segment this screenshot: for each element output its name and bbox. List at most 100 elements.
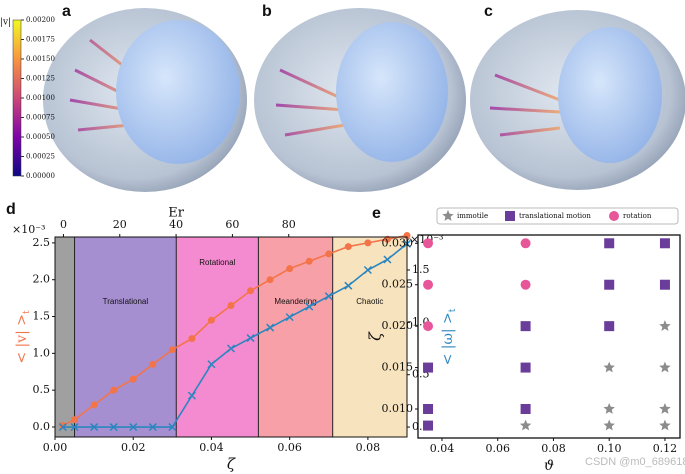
region (258, 237, 333, 437)
panel-label: d (6, 201, 16, 218)
x-tick-label: 0.08 (541, 442, 566, 455)
marker (90, 423, 99, 432)
legend-label: immotile (457, 212, 488, 220)
marker (305, 257, 313, 265)
y2-tick-label: 1.5 (412, 263, 430, 276)
colorbar (12, 19, 22, 177)
x2-axis-label: Er (168, 206, 184, 221)
marker (246, 334, 255, 343)
marker (604, 321, 615, 332)
y-exponent: ×10⁻³ (12, 223, 45, 236)
y-tick-label: 0.020 (382, 319, 414, 332)
x-axis-label: ϑ (544, 458, 554, 474)
x-tick-label: 0.04 (430, 442, 455, 455)
panel-label: c (484, 3, 493, 20)
marker (227, 301, 235, 309)
x-tick-label: 0.06 (485, 442, 510, 455)
y-tick-label: 0.025 (382, 278, 414, 291)
y-axis-label: ζ (366, 331, 385, 341)
marker (363, 265, 372, 275)
tick-label: 0.00000 (26, 172, 55, 180)
y-tick-label: 0.0 (33, 420, 51, 433)
marker (286, 265, 294, 273)
x2-tick-label: 80 (282, 218, 296, 231)
marker (603, 361, 615, 373)
marker (247, 287, 255, 295)
y-tick-label: 0.5 (33, 383, 51, 396)
x-tick-label: 0.04 (199, 441, 224, 454)
marker (423, 420, 434, 431)
marker (609, 211, 619, 221)
y-tick-label: 0.030 (382, 236, 414, 249)
marker (659, 403, 671, 414)
marker (423, 279, 434, 290)
region (55, 237, 75, 437)
marker (207, 316, 215, 324)
marker (603, 403, 615, 414)
marker (148, 423, 157, 432)
marker (505, 211, 515, 221)
marker (520, 404, 531, 414)
marker (659, 238, 670, 249)
region-label: Rotational (199, 258, 235, 267)
x-tick-label: 0.12 (653, 442, 678, 455)
render-b (254, 8, 466, 192)
marker (364, 239, 372, 247)
x-tick-label: 0.00 (43, 441, 68, 454)
panel-label: a (62, 3, 71, 20)
marker (266, 323, 275, 332)
marker (520, 362, 531, 373)
marker (383, 255, 392, 264)
marker (520, 238, 531, 249)
y2-axis-label-main: < |ω| > (440, 312, 456, 365)
marker (423, 404, 434, 414)
y-tick-label: 2.5 (33, 236, 51, 249)
marker (70, 423, 79, 432)
marker (187, 391, 196, 400)
marker (604, 279, 615, 290)
marker (71, 416, 79, 424)
x-tick-label: 0.10 (597, 442, 622, 455)
marker (129, 375, 137, 383)
marker (423, 362, 434, 373)
marker (604, 238, 615, 249)
x2-tick-label: 20 (113, 218, 127, 231)
marker (149, 360, 157, 368)
marker (344, 243, 352, 251)
tick-label: 0.00100 (26, 94, 55, 102)
y-axis-label-main: < |v| > (14, 314, 30, 364)
marker (520, 321, 531, 332)
colorbar-label: |v| (0, 18, 11, 28)
tick-label: 0.00125 (26, 75, 55, 83)
y-tick-label: 2.0 (33, 273, 51, 286)
axes-frame (417, 234, 681, 439)
region-label: Chaotic (356, 297, 383, 306)
marker (109, 423, 118, 432)
x-tick-label: 0.02 (121, 441, 146, 454)
region-label: Meandering (274, 297, 316, 306)
marker (226, 344, 236, 353)
x-axis-label: ζ (227, 455, 236, 473)
marker (58, 423, 67, 432)
legend-label: translational motion (519, 212, 591, 220)
x-tick-label: 0.08 (356, 441, 381, 454)
region (74, 237, 177, 437)
marker (442, 210, 454, 221)
marker (305, 302, 314, 311)
legend-frame (436, 207, 679, 225)
marker (207, 360, 216, 369)
render-c (470, 10, 685, 190)
panel-label: b (262, 3, 272, 20)
marker (423, 321, 434, 332)
watermark: CSDN @m0_68961828 (585, 456, 685, 468)
x2-tick-label: 60 (225, 218, 239, 231)
marker (129, 423, 138, 432)
marker (659, 419, 671, 431)
marker (110, 386, 118, 394)
x2-tick-label: 0 (60, 218, 67, 231)
tick-label: 0.00200 (26, 16, 55, 24)
marker (325, 250, 333, 258)
legend-label: rotation (623, 212, 652, 220)
x-tick-label: 0.06 (277, 441, 302, 454)
